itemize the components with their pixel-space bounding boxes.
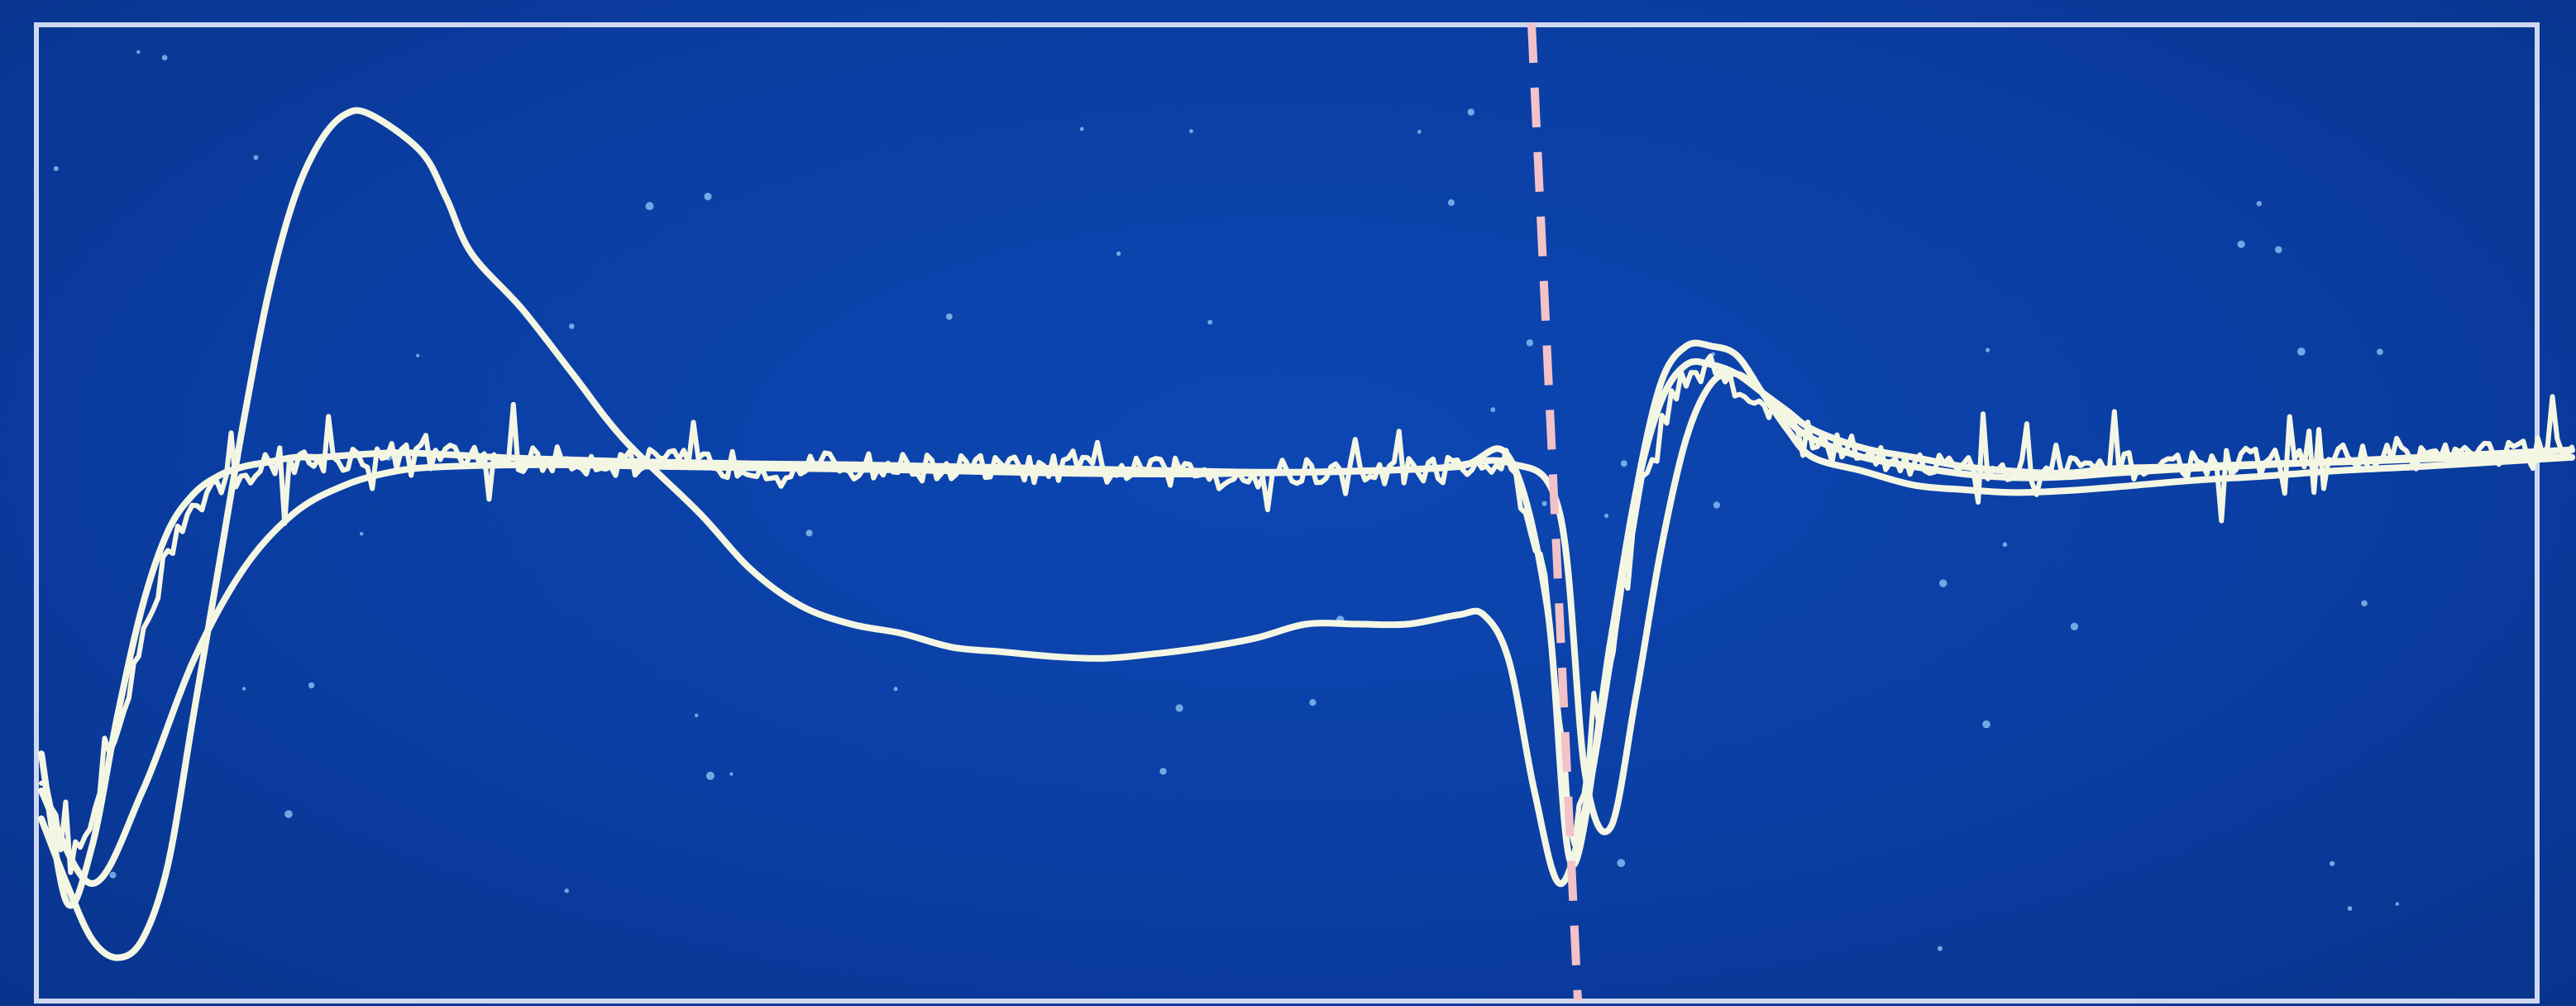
- speck: [1541, 501, 1547, 506]
- speck: [705, 771, 714, 780]
- speck: [1175, 704, 1183, 712]
- speck: [1982, 720, 1991, 729]
- speck: [704, 192, 712, 201]
- speck: [1617, 859, 1626, 868]
- speck: [53, 165, 59, 171]
- speck: [136, 50, 141, 55]
- speck: [242, 687, 246, 691]
- speck: [2237, 240, 2245, 248]
- speck: [1467, 108, 1474, 116]
- speck: [1309, 699, 1317, 707]
- screen-specks: [53, 50, 2399, 951]
- speck: [2395, 902, 2399, 906]
- speck: [2070, 622, 2079, 630]
- speck: [893, 687, 898, 692]
- speck: [2002, 542, 2008, 547]
- speck: [253, 155, 259, 160]
- speck: [1526, 339, 1534, 347]
- speck: [805, 529, 813, 537]
- speck: [2330, 860, 2335, 866]
- waveform-trace-4: [38, 370, 2575, 887]
- speck: [1939, 579, 1948, 587]
- speck: [360, 532, 364, 536]
- speck: [1207, 319, 1213, 325]
- speck: [2297, 347, 2306, 356]
- speck: [564, 889, 569, 893]
- speck: [1986, 347, 1991, 352]
- speck: [2275, 246, 2282, 254]
- speck: [1447, 199, 1455, 206]
- speck: [946, 313, 953, 320]
- speck: [1937, 946, 1943, 951]
- speck: [2347, 906, 2353, 911]
- speck: [1713, 501, 1720, 509]
- speck: [2377, 348, 2383, 356]
- speck: [1620, 460, 1627, 467]
- speck: [695, 713, 699, 717]
- speck: [729, 772, 734, 776]
- speck: [1603, 513, 1609, 519]
- speck: [1079, 127, 1084, 132]
- speck: [416, 353, 420, 357]
- speck: [1490, 407, 1496, 413]
- speck: [1159, 768, 1167, 775]
- plot-frame: [34, 22, 2540, 1004]
- speck: [645, 202, 654, 211]
- time-cursor-line[interactable]: [1527, 22, 1582, 1002]
- waveform-trace-3: [39, 353, 2574, 875]
- speck: [1116, 251, 1121, 256]
- speck: [109, 871, 117, 879]
- speck: [2256, 200, 2262, 207]
- waveform-trace-1: [38, 107, 2575, 961]
- speck: [161, 55, 168, 60]
- speck: [569, 323, 575, 329]
- trace-group: [38, 107, 2575, 961]
- speck: [1417, 129, 1422, 134]
- speck: [1189, 129, 1193, 133]
- speck: [308, 682, 315, 689]
- speck: [284, 810, 293, 818]
- speck: [2361, 600, 2368, 606]
